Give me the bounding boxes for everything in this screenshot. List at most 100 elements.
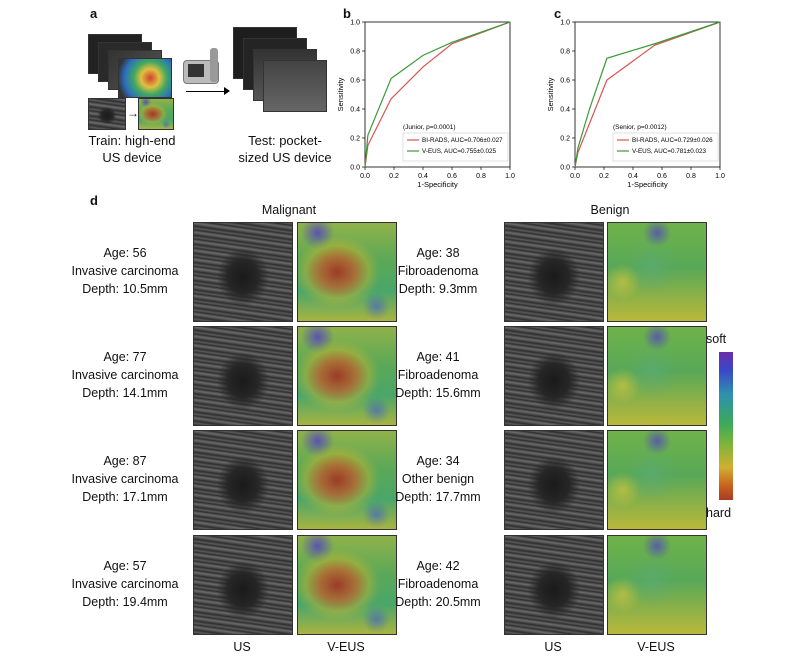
case-description: Age: 87 Invasive carcinoma Depth: 17.1mm: [55, 452, 195, 506]
x-tick-label: 0.2: [389, 173, 399, 180]
malignant-header: Malignant: [261, 203, 317, 217]
roc-curve-veus: [364, 21, 511, 168]
case-description: Age: 34 Other benign Depth: 17.7mm: [368, 452, 508, 506]
veus-elastography-image: [297, 430, 397, 530]
veus-elastography-image: [607, 326, 707, 426]
y-tick-label: 0.2: [560, 136, 570, 143]
train-caption-line-1: Train: high-end: [88, 133, 176, 148]
y-tick-label: 0.4: [560, 107, 570, 114]
case-depth: Depth: 17.1mm: [82, 490, 168, 504]
roc-curve-birads: [364, 21, 511, 168]
veus-elastography-image: [297, 222, 397, 322]
us-image: [193, 326, 293, 426]
roc-chart-junior: 0.0 0.2 0.4 0.6 0.8 1.0 0.0 0.2 0.4 0.6 0.8 1.0 1-Sp…: [336, 20, 515, 190]
arrow-head-icon: [224, 87, 230, 95]
case-age: Age: 77: [103, 350, 147, 364]
roc-chart-senior: 0.0 0.2 0.4 0.6 0.8 1.0 0.0 0.2 0.4 0.6 0.8 1.0 1-Sp…: [546, 20, 725, 190]
case-depth: Depth: 9.3mm: [398, 282, 478, 296]
case-age: Age: 56: [103, 246, 147, 260]
case-age: Age: 34: [416, 454, 460, 468]
colorbar-soft-label: soft: [706, 332, 727, 346]
x-tick-label: 0.6: [657, 173, 667, 180]
y-axis-label: Sensitivity: [336, 77, 345, 111]
case-description: Age: 56 Invasive carcinoma Depth: 10.5mm: [55, 244, 195, 298]
y-axis-label: Sensitivity: [546, 77, 555, 111]
x-axis-label: 1-Specificity: [417, 180, 458, 189]
panel-letter-d: d: [90, 193, 98, 208]
case-age: Age: 87: [103, 454, 147, 468]
test-caption: Test: pocket- sized US device: [230, 132, 340, 166]
case-diagnosis: Invasive carcinoma: [71, 472, 179, 486]
y-tick-label: 0.4: [350, 107, 360, 114]
legend-entry: BI-RADS, AUC=0.706±0.027: [422, 137, 503, 144]
x-axis-label: 1-Specificity: [627, 180, 668, 189]
panel-letter-a: a: [90, 6, 98, 21]
x-tick-label: 0.0: [570, 173, 580, 180]
us-image: [504, 222, 604, 322]
case-age: Age: 41: [416, 350, 460, 364]
case-age: Age: 42: [416, 559, 460, 573]
y-tick-label: 0.6: [350, 78, 360, 85]
us-column-label-benign: US: [544, 640, 562, 654]
test-caption-line-1: Test: pocket-: [248, 133, 322, 148]
y-tick-label: 0.8: [560, 49, 570, 56]
veus-elastography-image: [607, 222, 707, 322]
train-veus-thumbnail: [138, 98, 174, 130]
legend-title: (Senior, p=0.0012): [613, 124, 667, 131]
train-caption: Train: high-end US device: [82, 132, 182, 166]
x-tick-label: 1.0: [715, 173, 725, 180]
train-caption-line-2: US device: [102, 150, 162, 165]
arrow-icon: →: [127, 106, 139, 120]
x-tick-label: 0.0: [360, 173, 370, 180]
x-tick-label: 0.6: [447, 173, 457, 180]
panel-letter-b: b: [343, 6, 351, 21]
veus-elastography-image: [297, 535, 397, 635]
case-depth: Depth: 20.5mm: [395, 595, 481, 609]
roc-curve-veus: [574, 21, 721, 168]
us-column-label-malignant: US: [233, 640, 251, 654]
x-tick-label: 0.8: [686, 173, 696, 180]
y-tick-label: 0.8: [350, 49, 360, 56]
colorbar-hard-label: hard: [706, 506, 732, 520]
legend-box: [612, 132, 719, 162]
us-image: [193, 535, 293, 635]
test-screen-4: [263, 60, 327, 112]
case-description: Age: 41 Fibroadenoma Depth: 15.6mm: [368, 348, 508, 402]
pocket-device-screen-icon: [188, 64, 204, 77]
case-diagnosis: Other benign: [401, 472, 475, 486]
case-depth: Depth: 17.7mm: [395, 490, 481, 504]
x-tick-label: 1.0: [505, 173, 515, 180]
us-image: [504, 430, 604, 530]
y-tick-label: 0.0: [350, 165, 360, 172]
plot-frame: [364, 21, 511, 168]
case-age: Age: 57: [103, 559, 147, 573]
y-tick-label: 1.0: [560, 20, 570, 27]
legend-entry: V-EUS, AUC=0.781±0.023: [632, 148, 706, 155]
us-image: [504, 326, 604, 426]
case-depth: Depth: 10.5mm: [82, 282, 168, 296]
benign-header: Benign: [590, 203, 630, 217]
legend-title: (Junior, p=0.0001): [403, 124, 456, 131]
legend-box: [402, 132, 509, 162]
plot-frame: [574, 21, 721, 168]
panel-letter-c: c: [554, 6, 562, 21]
case-description: Age: 42 Fibroadenoma Depth: 20.5mm: [368, 557, 508, 611]
legend-entry: V-EUS, AUC=0.755±0.025: [422, 148, 496, 155]
case-diagnosis: Invasive carcinoma: [71, 368, 179, 382]
case-age: Age: 38: [416, 246, 460, 260]
case-depth: Depth: 14.1mm: [82, 386, 168, 400]
y-tick-label: 0.0: [560, 165, 570, 172]
case-diagnosis: Fibroadenoma: [397, 577, 479, 591]
case-depth: Depth: 15.6mm: [395, 386, 481, 400]
x-tick-label: 0.2: [599, 173, 609, 180]
train-us-thumbnail: [88, 98, 126, 130]
x-tick-label: 0.8: [476, 173, 486, 180]
train-screen-4: [118, 58, 172, 98]
veus-column-label-malignant: V-EUS: [327, 640, 365, 654]
us-image: [193, 430, 293, 530]
case-diagnosis: Invasive carcinoma: [71, 577, 179, 591]
y-tick-label: 1.0: [350, 20, 360, 27]
arrow-line-icon: [186, 91, 228, 92]
case-description: Age: 77 Invasive carcinoma Depth: 14.1mm: [55, 348, 195, 402]
veus-elastography-image: [607, 430, 707, 530]
